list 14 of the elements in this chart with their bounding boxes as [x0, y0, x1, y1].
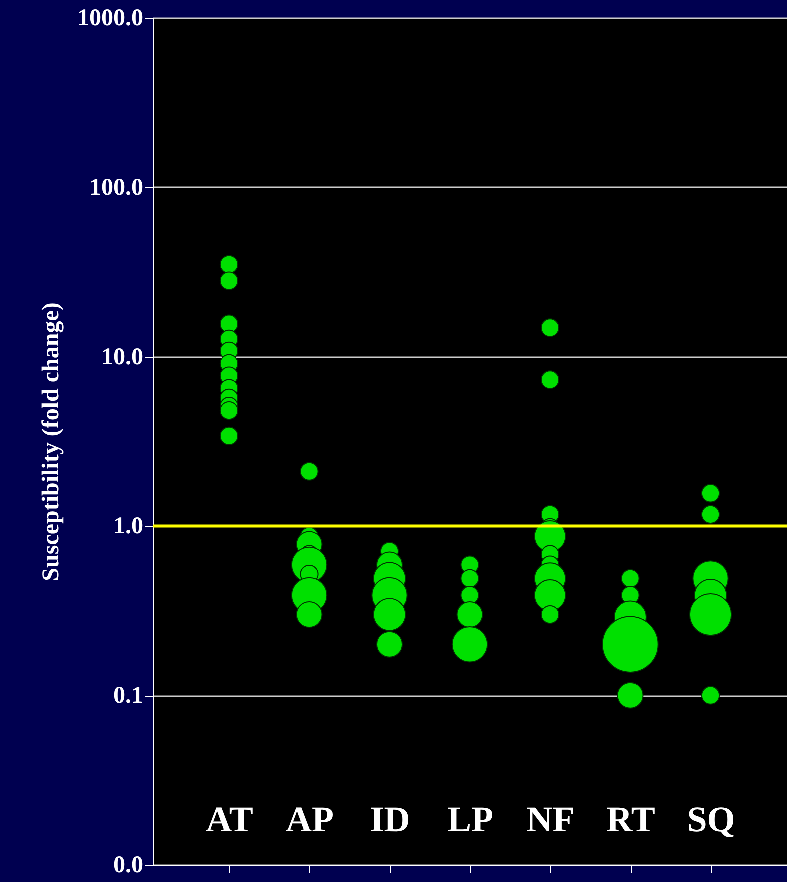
y-axis-title: Susceptibility (fold change)	[38, 302, 64, 582]
y-tick-label: 0.1	[114, 683, 144, 710]
x-tick-label: SQ	[687, 800, 736, 840]
x-tick-label: LP	[447, 800, 494, 840]
x-tick-label: RT	[606, 800, 656, 840]
y-tick-label: 100.0	[90, 174, 144, 201]
x-tick-label: AP	[286, 800, 334, 840]
y-tick-label: 10.0	[102, 344, 144, 370]
y-tick-label: 1.0	[114, 514, 144, 540]
x-tick-label: NF	[526, 800, 575, 840]
x-tick-label: AT	[206, 800, 254, 840]
x-tick-label: ID	[370, 800, 410, 840]
y-tick-label: 0.0	[114, 852, 144, 878]
y-tick-label: 1000.0	[78, 6, 144, 32]
